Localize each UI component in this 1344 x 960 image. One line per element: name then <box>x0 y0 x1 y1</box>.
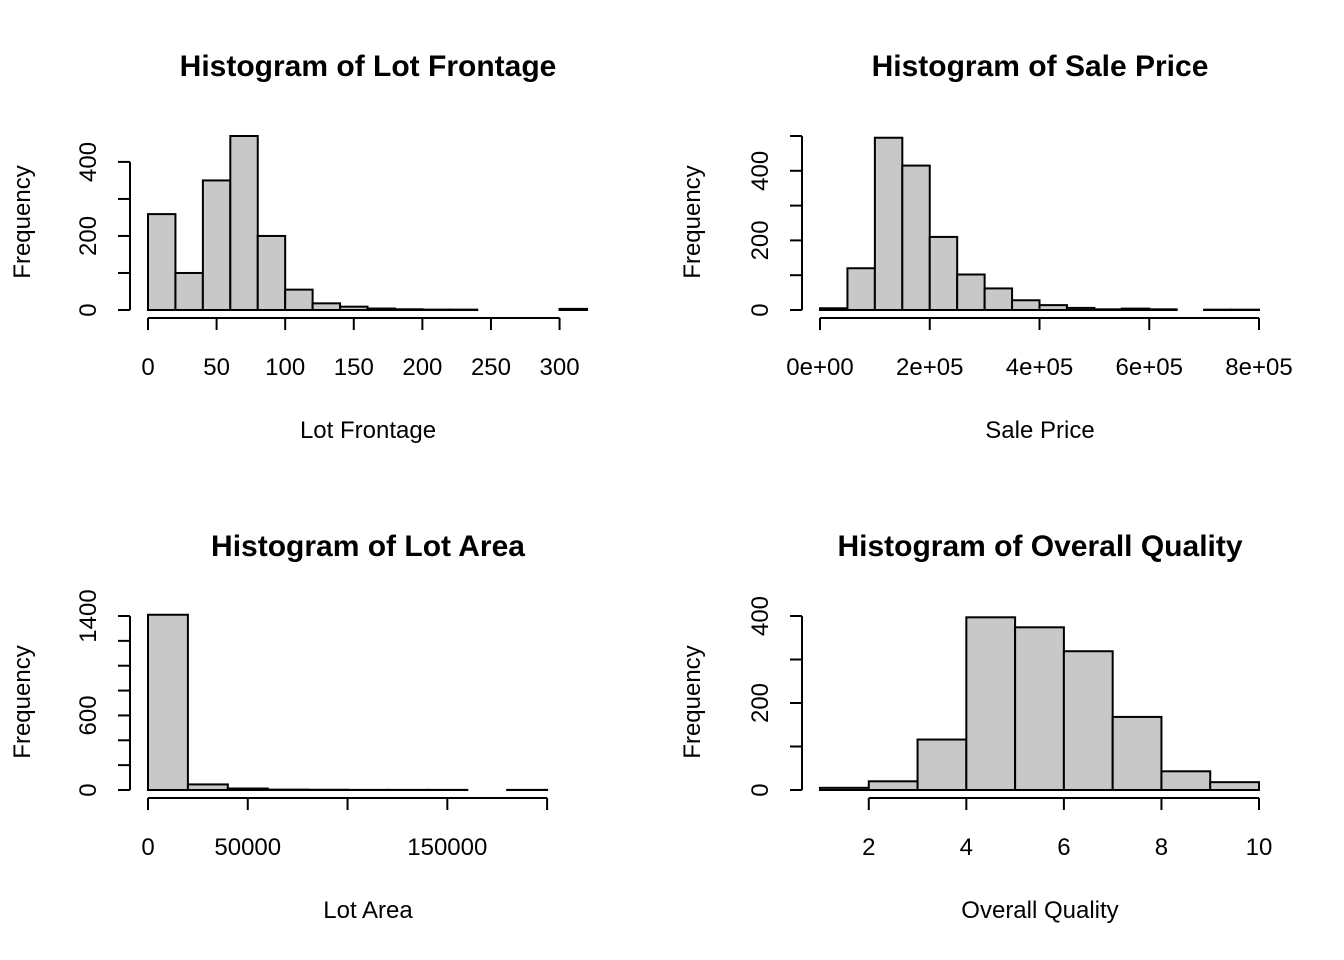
x-tick-label: 4 <box>960 834 973 861</box>
axes: 2 4 6 8 10 0 200 400 <box>747 596 1272 861</box>
x-tick-label: 250 <box>471 354 511 381</box>
histogram-bar <box>284 288 314 312</box>
y-tick-label: 400 <box>75 142 102 182</box>
x-tick-label: 50000 <box>214 834 281 861</box>
x-tick-label: 4e+05 <box>1006 354 1073 381</box>
x-tick-label: 150 <box>334 354 374 381</box>
histogram-bar <box>873 136 904 311</box>
histogram-bar <box>1065 306 1096 311</box>
chart-title: Histogram of Overall Quality <box>837 530 1242 563</box>
histogram-bar <box>1160 770 1212 791</box>
x-tick-label: 300 <box>540 354 580 381</box>
histogram-bar <box>201 179 232 311</box>
x-axis-label: Overall Quality <box>961 897 1118 924</box>
histogram-bar <box>867 780 919 791</box>
x-tick-label: 200 <box>402 354 442 381</box>
axes: 0 50000 150000 0 600 1400 <box>75 589 549 861</box>
histogram-bar <box>1148 308 1178 311</box>
histogram-bar <box>1038 304 1068 311</box>
y-tick-label: 0 <box>747 783 774 796</box>
histogram-bar <box>916 738 968 791</box>
axes: 0e+00 2e+05 4e+05 6e+05 8e+05 0 200 400 <box>747 135 1293 381</box>
histogram-bar <box>147 613 189 791</box>
histogram-bar <box>846 267 876 311</box>
x-tick-label: 150000 <box>407 834 487 861</box>
x-tick-label: 0 <box>141 354 154 381</box>
x-tick-label: 6e+05 <box>1116 354 1183 381</box>
histogram-bar <box>393 308 424 312</box>
y-tick-label: 1400 <box>75 589 102 642</box>
histogram-bar <box>819 307 849 312</box>
histogram-bar <box>311 302 342 312</box>
histogram-bar <box>965 616 1017 791</box>
y-axis-label: Frequency <box>679 165 706 278</box>
y-tick-label: 600 <box>75 695 102 735</box>
x-tick-label: 10 <box>1246 834 1273 861</box>
y-tick-label: 0 <box>75 783 102 796</box>
y-tick-label: 400 <box>747 596 774 636</box>
bars <box>819 136 1260 312</box>
histogram-bar <box>1011 299 1041 312</box>
axes: 0 50 100 150 200 250 300 0 200 400 <box>75 142 580 381</box>
histogram-bar <box>901 164 931 311</box>
histogram-bar <box>928 235 959 311</box>
y-tick-label: 0 <box>75 303 102 316</box>
panel-lot-frontage: Histogram of Lot Frontage Lot Frontage F… <box>9 50 588 444</box>
x-tick-label: 2e+05 <box>896 354 963 381</box>
histogram-bar <box>226 787 269 791</box>
panel-sale-price: Histogram of Sale Price Sale Price Frequ… <box>679 50 1293 444</box>
histogram-bar <box>819 786 870 792</box>
y-tick-label: 200 <box>747 220 774 260</box>
x-tick-label: 50 <box>203 354 230 381</box>
panel-lot-area: Histogram of Lot Area Lot Area Frequency… <box>9 530 549 924</box>
histogram-bar <box>229 135 259 311</box>
x-tick-label: 0 <box>141 834 154 861</box>
histogram-bar <box>147 213 177 312</box>
x-tick-label: 2 <box>862 834 875 861</box>
x-axis-label: Sale Price <box>985 417 1094 444</box>
x-tick-label: 100 <box>265 354 305 381</box>
histogram-bar <box>1120 307 1151 312</box>
histogram-bar <box>1209 781 1260 791</box>
y-tick-label: 200 <box>75 216 102 256</box>
histogram-bar <box>186 783 229 792</box>
histogram-bar <box>956 273 986 311</box>
histogram-bar <box>558 307 588 312</box>
histogram-bar <box>339 305 369 312</box>
histogram-bar <box>174 271 204 312</box>
x-tick-label: 8 <box>1155 834 1168 861</box>
x-axis-label: Lot Frontage <box>300 417 436 444</box>
bars <box>819 616 1260 792</box>
y-tick-label: 0 <box>747 303 774 316</box>
y-axis-label: Frequency <box>9 645 36 758</box>
histogram-bar <box>983 287 1014 312</box>
histogram-bar <box>366 307 396 311</box>
chart-title: Histogram of Lot Area <box>211 530 525 563</box>
x-tick-label: 8e+05 <box>1225 354 1292 381</box>
y-tick-label: 400 <box>747 151 774 191</box>
bars <box>147 135 588 312</box>
histogram-bar <box>256 234 287 311</box>
chart-title: Histogram of Sale Price <box>872 50 1209 83</box>
y-axis-label: Frequency <box>679 645 706 758</box>
x-tick-label: 6 <box>1057 834 1070 861</box>
histogram-bar <box>1062 650 1114 791</box>
x-tick-label: 0e+00 <box>786 354 853 381</box>
chart-title: Histogram of Lot Frontage <box>180 50 557 83</box>
bars <box>147 613 549 792</box>
histogram-bar <box>1111 715 1163 791</box>
y-tick-label: 200 <box>747 683 774 723</box>
x-axis-label: Lot Area <box>323 897 413 924</box>
histogram-bar <box>1093 308 1123 311</box>
histogram-bar <box>1014 626 1065 791</box>
y-axis-label: Frequency <box>9 165 36 278</box>
panel-overall-quality: Histogram of Overall Quality Overall Qua… <box>679 530 1272 924</box>
